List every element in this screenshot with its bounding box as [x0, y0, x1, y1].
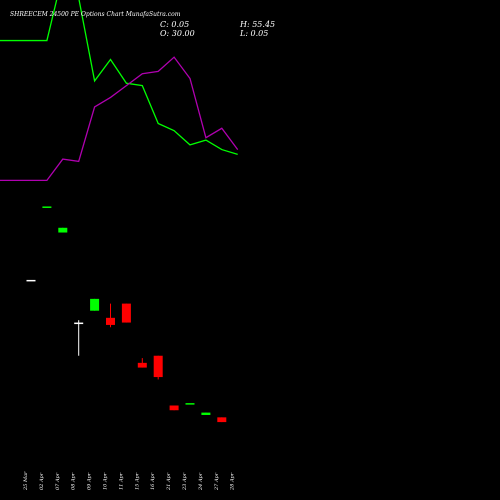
- x-tick-label: 07 Apr: [55, 472, 61, 490]
- x-tick-label: 09 Apr: [87, 472, 93, 490]
- candle: [185, 403, 195, 405]
- x-axis-ticks: 25 Mar 02 Apr 07 Apr 08 Apr 09 Apr 10 Apr 11 A…: [23, 471, 236, 491]
- candle: [201, 412, 211, 415]
- x-tick-label: 11 Apr: [118, 472, 124, 490]
- candle-body: [74, 322, 84, 325]
- candle-body: [201, 412, 211, 415]
- candle-body: [121, 303, 131, 323]
- magenta-average-line: [0, 56, 239, 182]
- candle-body: [42, 206, 52, 208]
- x-tick-label: 23 Apr: [182, 472, 188, 491]
- x-tick-label: 25 Mar: [23, 471, 29, 491]
- candle: [169, 405, 179, 411]
- candle-body: [58, 227, 68, 233]
- candle-body: [185, 403, 195, 405]
- x-tick-label: 10 Apr: [103, 472, 109, 490]
- candle: [153, 355, 163, 380]
- candle: [26, 279, 36, 282]
- candles: [26, 206, 227, 423]
- candle-body: [90, 298, 100, 311]
- candle-body: [169, 405, 179, 411]
- x-tick-label: 02 Apr: [39, 472, 45, 490]
- indicator-lines: [0, 0, 239, 182]
- x-tick-label: 21 Apr: [166, 472, 172, 491]
- close-value: C: 0.05: [160, 20, 189, 29]
- candle-body: [106, 317, 115, 325]
- candle: [90, 298, 100, 311]
- open-value: O: 30.00: [160, 29, 195, 38]
- candle-body: [137, 362, 147, 368]
- x-tick-label: 28 Apr: [230, 472, 236, 491]
- candle-body: [26, 279, 36, 282]
- candle-body: [153, 355, 163, 378]
- green-average-line: [0, 0, 238, 155]
- candle: [42, 206, 52, 208]
- high-value: H: 55.45: [239, 20, 275, 29]
- x-tick-label: 24 Apr: [198, 472, 204, 491]
- candle: [137, 358, 147, 368]
- chart-title: SHREECEM 24500 PE Options Chart MunafaSu…: [10, 11, 181, 18]
- candle: [106, 303, 115, 328]
- x-tick-label: 08 Apr: [71, 472, 77, 490]
- x-tick-label: 15 Apr: [134, 472, 140, 490]
- candle: [74, 320, 84, 356]
- low-value: L: 0.05: [239, 29, 268, 38]
- candle: [121, 303, 131, 323]
- candle-body: [217, 417, 227, 423]
- candle: [58, 227, 68, 233]
- x-tick-label: 16 Apr: [150, 472, 156, 490]
- x-tick-label: 27 Apr: [214, 472, 220, 491]
- candle: [217, 417, 227, 423]
